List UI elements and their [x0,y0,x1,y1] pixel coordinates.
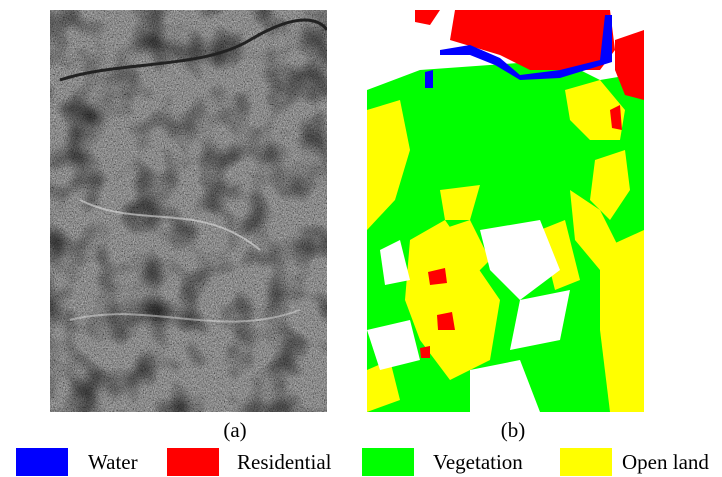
sar-image [50,10,327,412]
legend-label: Open land [622,450,709,474]
legend-label: Residential [237,450,332,474]
legend-label: Water [88,450,138,474]
legend-swatch [362,448,414,476]
figure: (a) (b) Water Residential Vegetation Open l… [0,0,722,477]
legend-swatch [560,448,612,476]
legend-swatch [16,448,68,476]
legend-label: Vegetation [433,450,523,474]
panel-label: (a) [223,418,246,442]
panel-label: (b) [501,418,526,442]
legend-swatch [167,448,219,476]
legend: Water Residential Vegetation Open land [16,448,709,476]
classification-map [367,10,644,412]
